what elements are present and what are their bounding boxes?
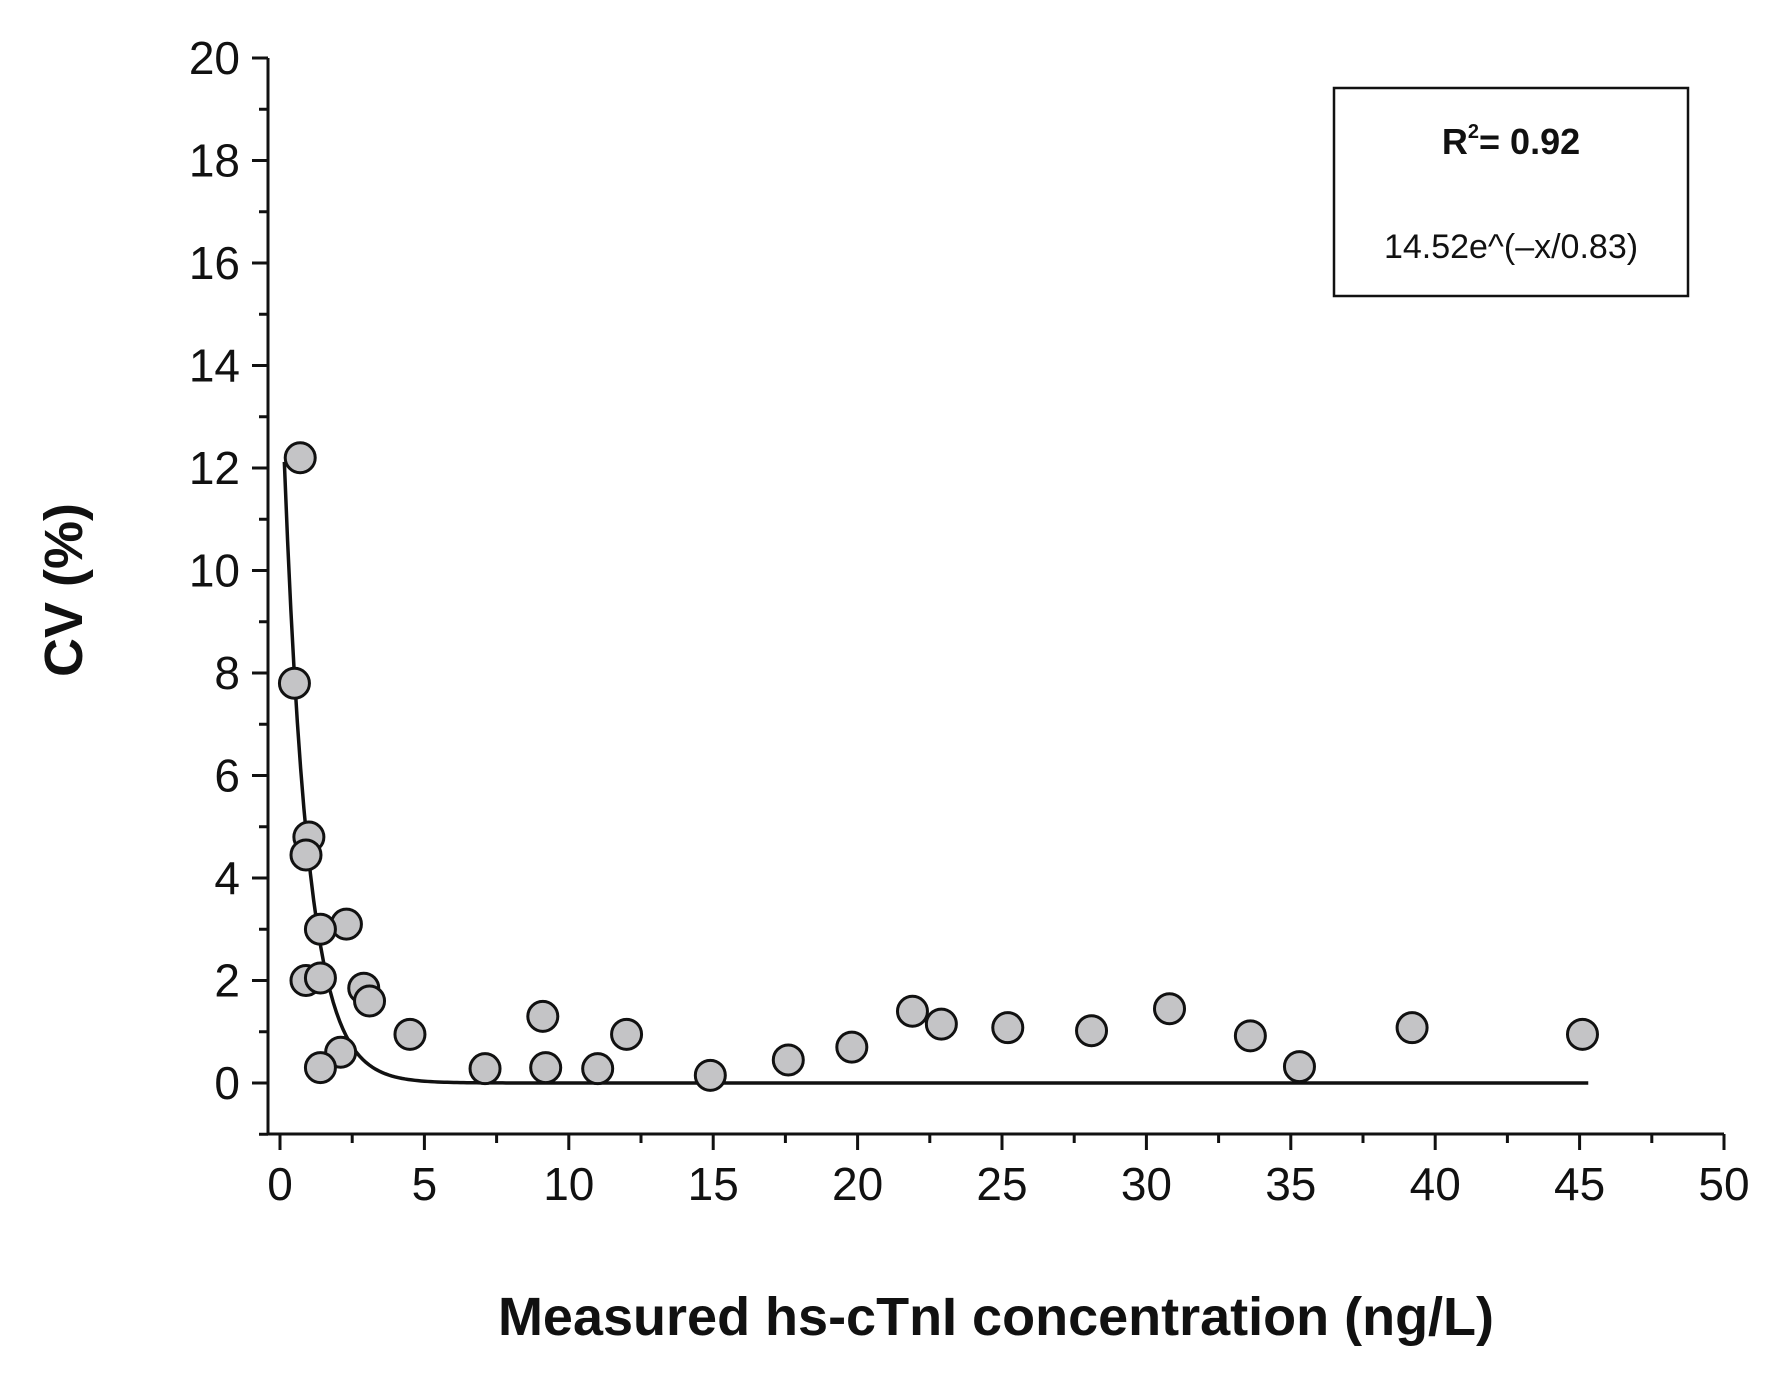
r-squared-r: R — [1442, 121, 1468, 162]
data-point — [610, 1017, 644, 1051]
x-tick-label: 10 — [543, 1158, 594, 1210]
data-point — [353, 984, 387, 1018]
x-tick-label: 25 — [976, 1158, 1027, 1210]
data-point — [895, 994, 929, 1028]
data-point — [693, 1058, 727, 1092]
y-tick-label: 16 — [189, 237, 240, 289]
data-point — [924, 1007, 958, 1041]
y-tick-label: 4 — [214, 852, 240, 904]
data-point — [468, 1052, 502, 1086]
data-point — [303, 961, 337, 995]
fit-curve — [282, 461, 1589, 1085]
y-tick-label: 0 — [214, 1057, 240, 1109]
y-tick-label: 6 — [214, 750, 240, 802]
x-tick-label: 5 — [412, 1158, 438, 1210]
data-points — [277, 441, 1599, 1092]
y-tick-label: 18 — [189, 135, 240, 187]
x-tick-label: 20 — [832, 1158, 883, 1210]
data-point — [1233, 1019, 1267, 1053]
data-point — [1395, 1011, 1429, 1045]
data-point — [771, 1043, 805, 1077]
y-tick-label: 8 — [214, 647, 240, 699]
r-squared-value: = 0.92 — [1479, 121, 1580, 162]
data-point — [277, 666, 311, 700]
data-point — [303, 1051, 337, 1085]
y-tick-label: 14 — [189, 340, 240, 392]
x-tick-label: 45 — [1554, 1158, 1605, 1210]
fit-equation: 14.52e^(–x/0.83) — [1384, 228, 1638, 266]
r-squared-label: R2= 0.92 — [1442, 121, 1580, 162]
data-point — [991, 1011, 1025, 1045]
annotation-border — [1332, 86, 1690, 298]
x-tick-label: 40 — [1410, 1158, 1461, 1210]
data-point — [1282, 1050, 1316, 1084]
y-axis-ticks — [252, 56, 268, 1136]
data-point — [303, 912, 337, 946]
x-tick-label: 35 — [1265, 1158, 1316, 1210]
y-tick-label: 20 — [189, 32, 240, 84]
data-point — [393, 1017, 427, 1051]
x-tick-label: 0 — [267, 1158, 293, 1210]
data-point — [529, 1051, 563, 1085]
y-axis-title: CV (%) — [34, 503, 94, 677]
data-point — [1565, 1017, 1599, 1051]
data-point — [289, 838, 323, 872]
y-tick-label: 12 — [189, 442, 240, 494]
x-tick-label: 30 — [1121, 1158, 1172, 1210]
fit-annotation-box: R2= 0.92 14.52e^(–x/0.83) — [1332, 86, 1690, 298]
axes — [266, 58, 1724, 1136]
x-axis-ticks — [278, 1134, 1726, 1150]
x-axis-title: Measured hs-cTnI concentration (ng/L) — [498, 1287, 1494, 1347]
r-squared-superscript: 2 — [1468, 121, 1479, 143]
x-tick-label: 50 — [1698, 1158, 1749, 1210]
data-point — [581, 1052, 615, 1086]
data-point — [526, 999, 560, 1033]
y-axis-tick-labels: 0 2 4 6 8 10 12 14 16 18 20 — [189, 32, 240, 1109]
data-point — [1075, 1014, 1109, 1048]
y-tick-label: 10 — [189, 545, 240, 597]
data-point — [1153, 992, 1187, 1026]
y-tick-label: 2 — [214, 955, 240, 1007]
data-point — [283, 441, 317, 475]
x-tick-label: 15 — [688, 1158, 739, 1210]
x-axis-tick-labels: 0 5 10 15 20 25 30 35 40 45 50 — [267, 1158, 1749, 1210]
data-point — [835, 1030, 869, 1064]
